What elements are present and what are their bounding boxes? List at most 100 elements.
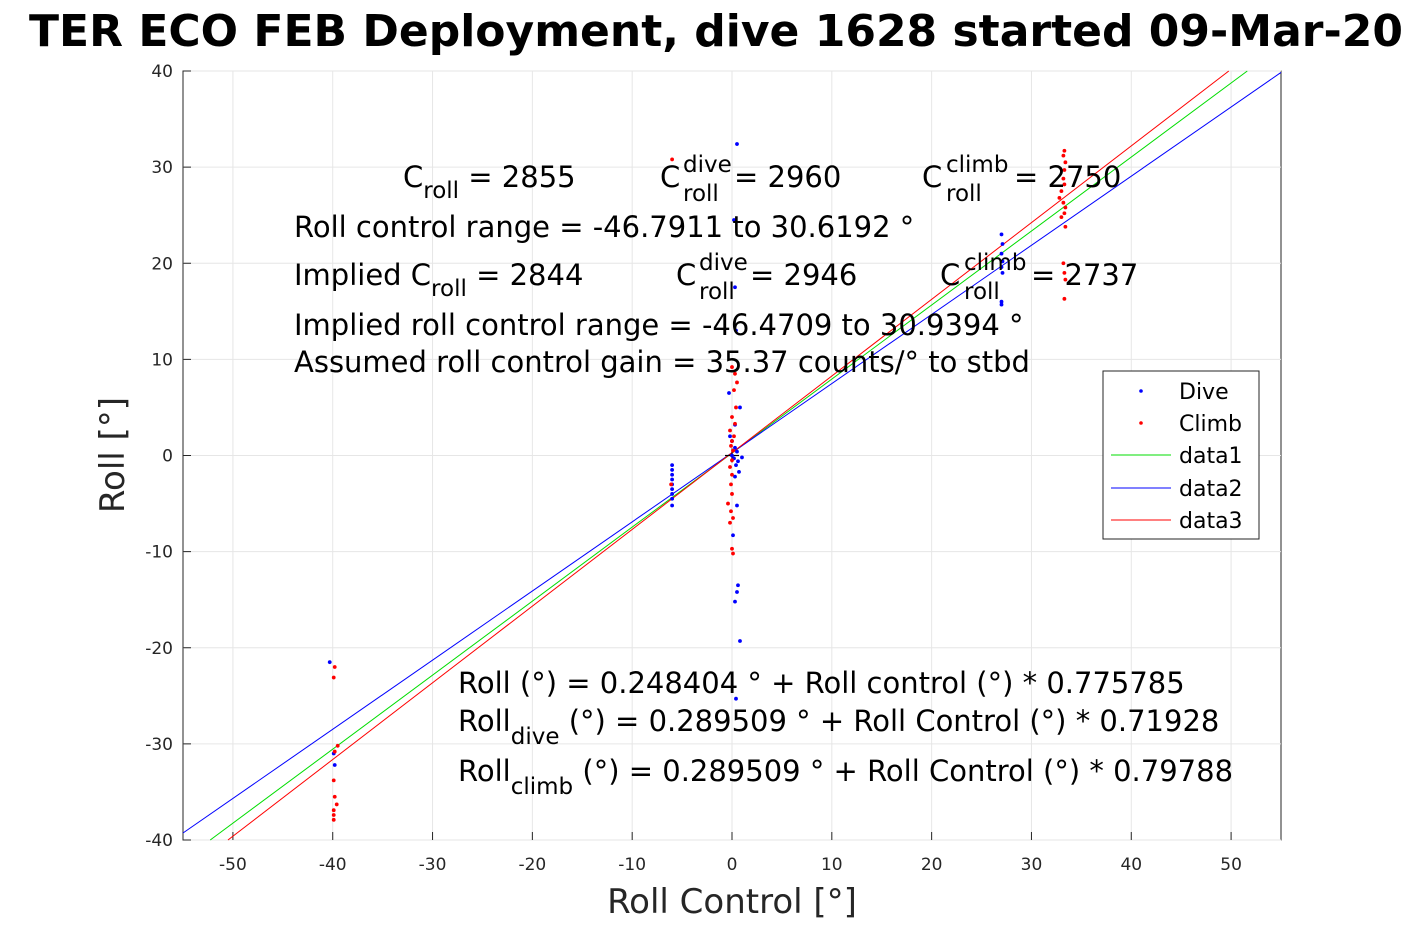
croll-annotation: Croll = 2855 <box>403 160 576 204</box>
climb-point <box>1062 270 1067 275</box>
cdive-sub: roll <box>683 181 719 207</box>
legend-data2-label: data2 <box>1179 477 1243 502</box>
cdive-value: = 2960 <box>734 160 841 194</box>
legend-data1-label: data1 <box>1179 444 1243 469</box>
dive-point <box>670 496 675 501</box>
legend-climb-marker <box>1139 421 1143 425</box>
dive-point <box>733 285 737 290</box>
dive-point <box>670 487 675 492</box>
climb-point <box>732 434 736 439</box>
legend-climb-label: Climb <box>1179 412 1242 437</box>
implied-cdive-value: = 2946 <box>750 258 857 292</box>
annotation-coefficients: Croll = 2855 C dive roll = 2960 C climb … <box>403 152 1121 207</box>
dive-point <box>734 328 738 333</box>
climb-point <box>729 509 733 514</box>
dive-point <box>738 639 742 643</box>
climb-point <box>331 675 336 680</box>
climb-point <box>728 520 732 525</box>
dive-point <box>735 503 739 508</box>
climb-point <box>331 813 336 817</box>
implied-croll-annotation: Implied Croll = 2844 <box>294 258 583 302</box>
climb-point <box>735 380 739 385</box>
dive-point <box>733 445 737 450</box>
implied-cclimb-sub: roll <box>964 279 1000 305</box>
climb-point <box>726 501 730 506</box>
climb-point <box>1062 182 1067 187</box>
x-tick-label: -30 <box>419 855 447 875</box>
dive-point <box>727 391 731 395</box>
dive-point <box>999 302 1004 307</box>
climb-point <box>331 778 336 783</box>
climb-point <box>730 439 734 443</box>
chart-title: TER ECO FEB Deployment, dive 1628 starte… <box>29 6 1403 57</box>
y-axis-label: Roll [°] <box>93 397 133 513</box>
dive-point <box>733 474 737 479</box>
x-tick-label: 0 <box>727 855 738 875</box>
y-tick-label: -10 <box>145 543 173 563</box>
dive-point <box>1000 270 1005 275</box>
cclimb-annotation: C <box>922 160 942 194</box>
y-tick-label: 0 <box>162 447 173 467</box>
climb-point <box>731 551 735 556</box>
climb-point <box>1063 205 1068 210</box>
climb-point <box>731 448 735 453</box>
x-tick-label: 30 <box>1021 855 1043 875</box>
x-tick-label: 50 <box>1220 855 1242 875</box>
dive-point <box>733 599 737 604</box>
climb-point <box>729 482 733 487</box>
dive-point <box>738 405 742 410</box>
climb-point <box>332 794 337 799</box>
cclimb-sup: climb <box>946 152 1008 178</box>
x-tick-label: -10 <box>618 855 646 875</box>
climb-point <box>728 465 732 469</box>
dive-point <box>735 142 739 146</box>
climb-point <box>1063 160 1068 165</box>
climb-point <box>730 546 734 551</box>
legend-data3-label: data3 <box>1179 509 1243 534</box>
fit-lines <box>182 70 1282 841</box>
climb-point <box>1057 195 1062 200</box>
climb-point <box>1062 148 1067 153</box>
dive-point <box>670 503 675 508</box>
y-tick-label: 40 <box>151 62 173 82</box>
implied-cdive-label: C <box>676 258 696 292</box>
dive-point <box>670 472 675 477</box>
legend-dive-marker <box>1139 389 1143 393</box>
legend-dive-label: Dive <box>1179 380 1229 405</box>
x-tick-label: -20 <box>518 855 546 875</box>
dive-point <box>670 477 675 482</box>
climb-point <box>1062 168 1067 172</box>
implied-cclimb-value: = 2737 <box>1031 258 1138 292</box>
fit-equation-1: Roll (°) = 0.248404 ° + Roll control (°)… <box>458 666 1185 700</box>
climb-point <box>730 472 734 477</box>
climb-point <box>730 492 734 496</box>
climb-point <box>1063 224 1068 229</box>
implied-range-annotation: Implied roll control range = -46.4709 to… <box>294 308 1024 342</box>
y-tick-label: 10 <box>151 350 173 370</box>
fit-equation-dive: Rolldive (°) = 0.289509 ° + Roll Control… <box>458 704 1219 750</box>
y-tick-label: -30 <box>145 735 173 755</box>
climb-point <box>331 808 336 813</box>
dive-point <box>736 459 740 464</box>
x-tick-label: 20 <box>921 855 943 875</box>
x-tick-label: -40 <box>319 855 347 875</box>
dive-point <box>670 492 675 496</box>
climb-point <box>1063 277 1068 282</box>
implied-cclimb-sup: climb <box>964 250 1026 276</box>
y-tick-label: 20 <box>151 254 173 274</box>
climb-point <box>728 428 732 433</box>
axis-ticks: -50 -40 -30 -20 -10 0 10 20 30 40 50 -40 -30 -20 -10 0 1… <box>145 62 1242 875</box>
climb-point <box>669 482 674 487</box>
climb-point <box>730 415 734 419</box>
climb-point <box>1059 189 1064 194</box>
dive-point <box>670 468 675 472</box>
climb-point <box>334 802 339 807</box>
dive-point <box>731 533 735 538</box>
climb-point <box>730 365 734 369</box>
climb-point <box>332 665 337 669</box>
climb-point <box>732 388 736 393</box>
y-tick-label: -20 <box>145 639 173 659</box>
climb-point <box>670 157 675 162</box>
x-axis-label: Roll Control [°] <box>607 882 857 922</box>
